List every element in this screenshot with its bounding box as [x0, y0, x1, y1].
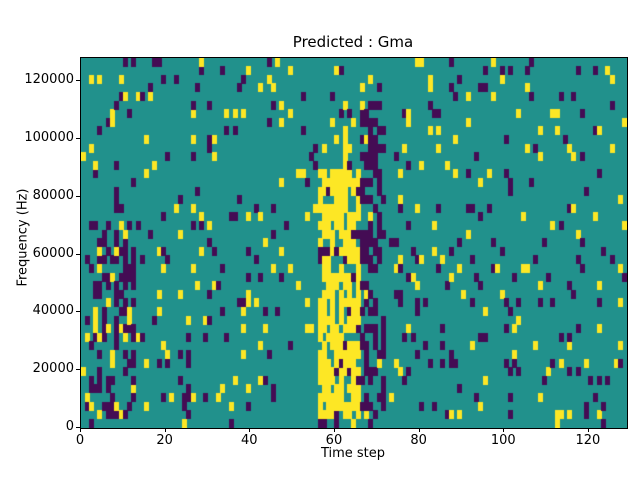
x-tick-mark [587, 428, 589, 432]
y-tick-label: 40000 [32, 303, 74, 319]
heatmap-canvas [81, 58, 627, 428]
y-tick-mark [76, 195, 80, 197]
y-tick-mark [76, 253, 80, 255]
y-tick-mark [76, 311, 80, 313]
x-tick-mark [333, 428, 335, 432]
x-tick-label: 0 [75, 433, 85, 448]
x-tick-mark [418, 428, 420, 432]
x-axis-label: Time step [320, 446, 386, 461]
x-tick-mark [164, 428, 166, 432]
chart-title: Predicted : Gma [292, 33, 414, 51]
x-tick-label: 60 [325, 433, 343, 448]
x-tick-label: 100 [490, 433, 516, 448]
plot-area [80, 57, 628, 429]
x-tick-mark [249, 428, 251, 432]
y-tick-label: 60000 [32, 245, 74, 261]
y-tick-label: 20000 [32, 361, 74, 377]
x-tick-mark [503, 428, 505, 432]
y-tick-mark [76, 427, 80, 428]
x-tick-label: 80 [410, 433, 427, 448]
y-tick-mark [76, 369, 80, 371]
y-tick-label: 100000 [24, 129, 74, 145]
x-tick-label: 40 [241, 433, 258, 448]
y-tick-label: 120000 [24, 72, 74, 88]
y-tick-mark [76, 80, 80, 82]
x-tick-label: 120 [575, 433, 601, 448]
y-tick-label: 0 [65, 419, 74, 434]
y-tick-label: 80000 [32, 187, 74, 203]
x-tick-label: 20 [156, 433, 173, 448]
y-tick-mark [76, 137, 80, 139]
x-tick-mark [80, 428, 81, 432]
